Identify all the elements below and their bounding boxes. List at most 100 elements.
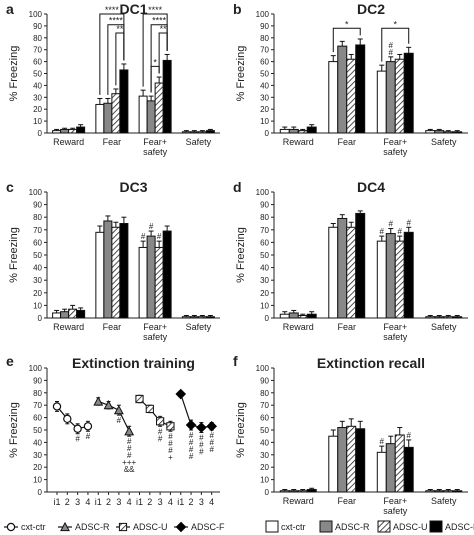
significance-mark: # [86,432,91,441]
gray-swatch [319,520,333,533]
x-tick-label: 3 [116,497,121,507]
y-axis-label: % Freezing [235,402,247,458]
bar-adsc-r [60,128,70,134]
bar-cxt-ctr [376,451,387,493]
bar-adsc-u [297,130,308,134]
x-tick-label: 4 [168,497,173,507]
data-point-cxt-ctr [52,402,62,411]
legend-label: ADSC-R [75,522,110,532]
x-tick-label: Safety [186,137,212,147]
x-tick-label: 3 [75,497,80,507]
y-tick-label: 40 [260,81,269,90]
y-tick-label: 40 [260,438,269,447]
legend-label: ADSC-F [191,522,225,532]
bar-adsc-u [197,131,207,134]
bar-cxt-ctr [376,70,387,134]
x-tick-label: Reward [283,322,314,332]
x-tick-label: Fear+ [143,322,167,332]
bar-adsc-f [452,131,463,134]
data-point-adsc-u [156,417,165,426]
y-tick-label: 60 [260,414,269,423]
y-tick-label: 10 [33,117,42,126]
x-tick-label: 3 [199,497,204,507]
y-tick-label: 60 [33,58,42,67]
bar-cxt-ctr [181,131,191,134]
significance-mark: # [189,431,194,440]
data-point-adsc-f [206,420,217,432]
bar-adsc-r [103,220,113,319]
x-tick-label: Safety [431,496,457,506]
data-point-adsc-u [145,404,154,414]
y-tick-label: 10 [33,301,42,310]
bar-cxt-ctr [425,490,436,493]
significance-label: * [393,19,397,29]
y-tick-label: 90 [33,201,42,210]
data-point-adsc-f [185,419,197,431]
significance-bracket [115,32,125,86]
triangle-marker [60,521,70,532]
y-tick-label: 20 [33,289,42,298]
x-tick-label: Fear [103,322,122,332]
panel-letter: d [233,179,242,195]
series-line-cxt-ctr [56,406,89,430]
bar-adsc-r [385,233,396,319]
y-tick-label: 70 [260,401,269,410]
x-tick-label: Safety [186,322,212,332]
black-swatch [429,520,443,533]
data-point-cxt-ctr [83,422,93,431]
significance-mark: # [189,452,194,461]
y-tick-label: 80 [260,389,269,398]
x-tick-label: Fear [337,137,356,147]
bar-adsc-u [443,131,454,134]
bar-adsc-u [297,490,308,493]
bar-adsc-u [154,246,164,319]
legend-label: ADSC-U [393,522,428,532]
bar-adsc-u [443,490,454,493]
y-tick-label: 20 [260,463,269,472]
bar-adsc-r [288,312,299,319]
bar-adsc-f [306,489,317,493]
x-tick-label: Reward [53,322,84,332]
bar-adsc-u [394,434,405,493]
legend-lines: cxt-ctr ADSC-R ADSC-U ADSC-F [4,521,225,533]
bar-adsc-u [346,226,357,319]
bar-cxt-ctr [328,226,339,319]
bar-cxt-ctr [52,312,62,319]
bar-cxt-ctr [279,128,290,134]
bar-adsc-f [355,428,366,493]
y-tick-label: 40 [33,264,42,273]
series-line-adsc-f [180,393,212,429]
significance-mark: # [380,227,385,236]
panel-c: 0 10 20 30 40 50 60 70 80 90 100 % Freezing c DC3 Rewa… [6,179,220,342]
significance-mark: # [189,438,194,447]
bar-cxt-ctr [52,130,62,134]
panel-title: DC2 [357,1,385,17]
bar-adsc-r [385,443,396,493]
y-tick-label: 20 [33,105,42,114]
bar-adsc-f [355,212,366,319]
y-tick-label: 10 [33,476,42,485]
bar-cxt-ctr [279,313,290,319]
significance-label: **** [109,16,124,26]
legends: cxt-ctr ADSC-R ADSC-U ADSC-F cxt-ctr ADSC-R AD… [4,520,474,533]
data-point-adsc-u [135,394,144,404]
legend-label: cxt-ctr [21,522,46,532]
x-tick-label: 3 [158,497,163,507]
y-tick-label: 70 [260,46,269,55]
x-tick-label: safety [383,332,408,342]
bar-adsc-r [189,316,199,319]
bar-adsc-f [119,223,129,319]
significance-label: * [153,57,157,67]
y-axis-label: % Freezing [8,227,20,283]
bar-cxt-ctr [138,95,148,134]
x-tick-label: 4 [209,497,214,507]
bar-cxt-ctr [425,316,436,319]
data-point-adsc-f [175,388,187,400]
significance-mark: # [406,218,411,227]
y-tick-label: 50 [33,251,42,260]
bar-adsc-r [434,130,445,134]
significance-label: * [345,19,349,29]
panel-e: 0 10 20 30 40 50 60 70 80 90 100 % Freezing e Extinct… [6,353,220,507]
significance-mark: # [141,232,146,241]
